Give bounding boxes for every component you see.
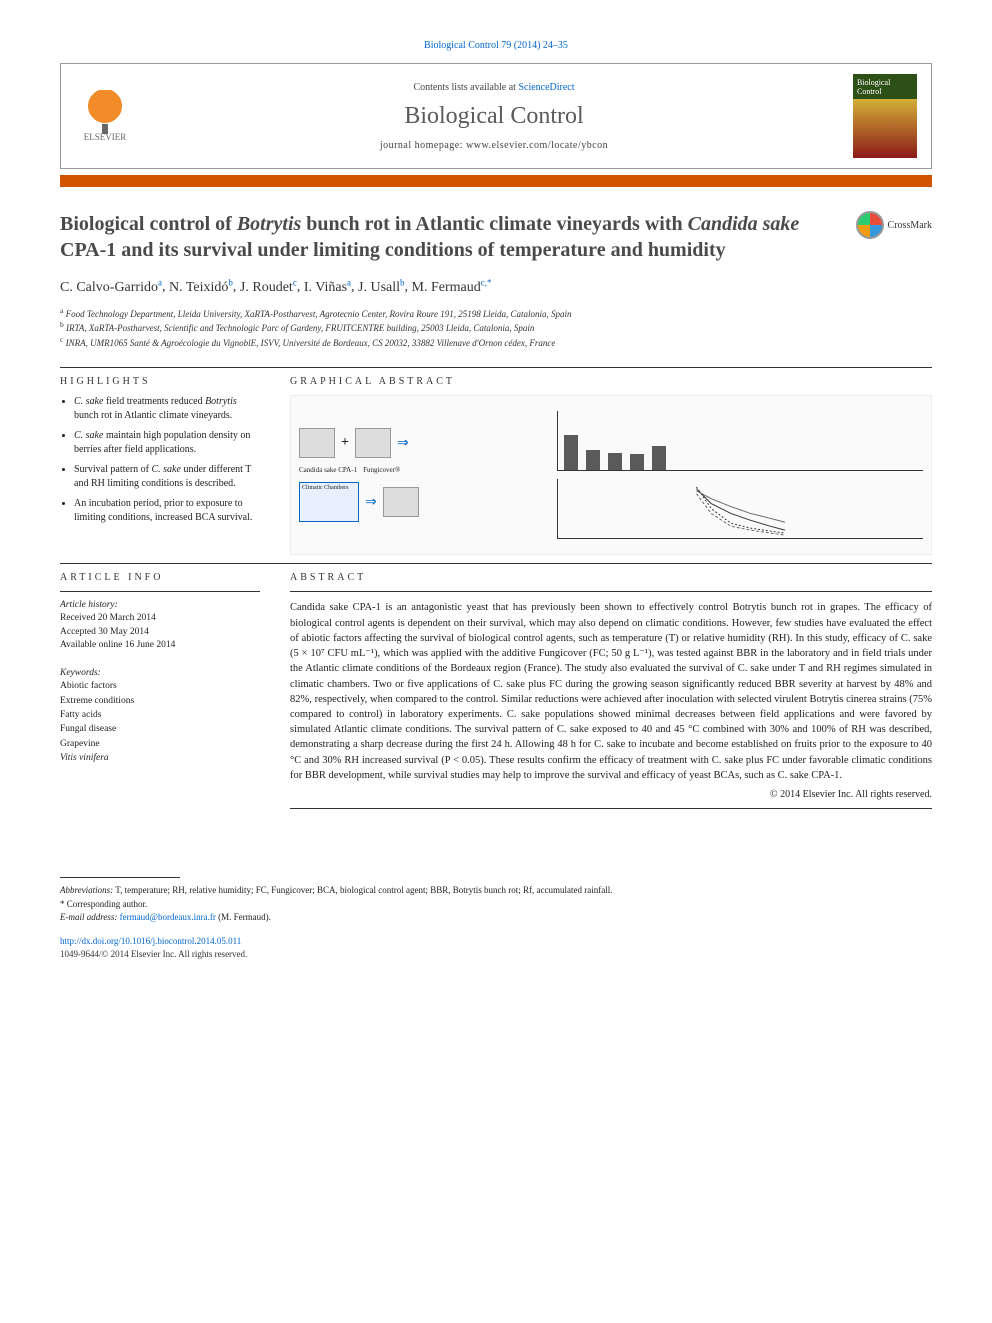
footnote-rule xyxy=(60,877,180,878)
ga-chamber-label: Climatic Chambers xyxy=(302,485,356,491)
ga-flask-image xyxy=(355,428,391,458)
keywords-head: Keywords: xyxy=(60,668,260,678)
highlight-item: C. sake field treatments reduced Botryti… xyxy=(74,395,260,423)
journal-name: Biological Control xyxy=(149,103,839,130)
history-head: Article history: xyxy=(60,600,260,610)
orange-divider-bar xyxy=(60,175,932,187)
ga-grape-image xyxy=(299,428,335,458)
crossmark-label: CrossMark xyxy=(888,220,932,231)
highlight-item: An incubation period, prior to exposure … xyxy=(74,497,260,525)
ga-bar xyxy=(652,446,666,471)
ga-bar xyxy=(608,453,622,471)
received-date: Received 20 March 2014 xyxy=(60,612,260,625)
authors-list: C. Calvo-Garridoa, N. Teixidób, J. Roude… xyxy=(60,277,932,296)
divider xyxy=(290,808,932,809)
email-line: E-mail address: fermaud@bordeaux.inra.fr… xyxy=(60,911,932,925)
author: J. Roudetc xyxy=(240,280,297,295)
elsevier-logo: ELSEVIER xyxy=(75,86,135,146)
highlights-section: HIGHLIGHTS C. sake field treatments redu… xyxy=(60,376,260,525)
contents-prefix: Contents lists available at xyxy=(413,82,518,93)
homepage-prefix: journal homepage: xyxy=(380,140,466,151)
title-italic-1: Botrytis xyxy=(237,213,301,235)
author: C. Calvo-Garridoa xyxy=(60,280,162,295)
article-info-heading: ARTICLE INFO xyxy=(60,572,260,583)
plus-icon: + xyxy=(341,435,349,451)
title-mid: bunch rot in Atlantic climate vineyards … xyxy=(301,213,687,235)
ga-candida-label: Candida sake CPA-1 xyxy=(299,466,357,474)
keywords-block: Keywords: Abiotic factors Extreme conditi… xyxy=(60,668,260,765)
journal-header: ELSEVIER Contents lists available at Sci… xyxy=(60,63,932,169)
divider xyxy=(290,591,932,592)
author: I. Viñasa xyxy=(304,280,351,295)
ga-bar-chart xyxy=(557,411,923,471)
affiliations: a Food Technology Department, Lleida Uni… xyxy=(60,306,932,350)
contents-line: Contents lists available at ScienceDirec… xyxy=(149,82,839,93)
ga-chamber-box: Climatic Chambers xyxy=(299,482,359,522)
abbrev-text: T, temperature; RH, relative humidity; F… xyxy=(113,885,612,895)
divider xyxy=(60,563,932,564)
keyword: Vitis vinifera xyxy=(60,752,260,765)
doi-link[interactable]: http://dx.doi.org/10.1016/j.biocontrol.2… xyxy=(60,935,932,949)
journal-cover-thumbnail xyxy=(853,74,917,158)
keyword: Fatty acids xyxy=(60,709,260,722)
online-date: Available online 16 June 2014 xyxy=(60,639,260,652)
abbrev-label: Abbreviations: xyxy=(60,885,113,895)
crossmark-icon xyxy=(856,211,884,239)
author: M. Fermaudc,* xyxy=(412,280,492,295)
crossmark-badge[interactable]: CrossMark xyxy=(856,211,932,239)
email-author: (M. Fermaud). xyxy=(216,912,271,922)
ga-bar xyxy=(586,450,600,471)
title-post: CPA-1 and its survival under limiting co… xyxy=(60,239,726,261)
graphical-abstract-heading: GRAPHICAL ABSTRACT xyxy=(290,376,932,387)
accepted-date: Accepted 30 May 2014 xyxy=(60,626,260,639)
highlights-heading: HIGHLIGHTS xyxy=(60,376,260,387)
email-link[interactable]: fermaud@bordeaux.inra.fr xyxy=(120,912,216,922)
keyword: Extreme conditions xyxy=(60,695,260,708)
sciencedirect-link[interactable]: ScienceDirect xyxy=(518,82,574,93)
homepage-url[interactable]: www.elsevier.com/locate/ybcon xyxy=(466,140,608,151)
article-title: Biological control of Botrytis bunch rot… xyxy=(60,211,840,263)
abstract-heading: ABSTRACT xyxy=(290,572,932,583)
ga-line-svg xyxy=(558,479,923,538)
divider xyxy=(60,591,260,592)
article-history: Article history: Received 20 March 2014 … xyxy=(60,600,260,652)
email-label: E-mail address: xyxy=(60,912,120,922)
divider xyxy=(60,367,932,368)
issn-line: 1049-9644/© 2014 Elsevier Inc. All right… xyxy=(60,948,932,962)
affiliation: a Food Technology Department, Lleida Uni… xyxy=(60,306,932,321)
author: J. Usallb xyxy=(358,280,405,295)
affiliation: c INRA, UMR1065 Santé & Agroécologie du … xyxy=(60,335,932,350)
citation: Biological Control 79 (2014) 24–35 xyxy=(60,40,932,51)
ga-fruit-image xyxy=(383,487,419,517)
footer: Abbreviations: T, temperature; RH, relat… xyxy=(60,877,932,962)
graphical-abstract: + ⇒ Candida sake CPA-1 Fungicover® Clima… xyxy=(290,395,932,555)
affiliation: b IRTA, XaRTA-Postharvest, Scientific an… xyxy=(60,320,932,335)
ga-fungicover-label: Fungicover® xyxy=(363,466,400,474)
elsevier-tree-icon xyxy=(81,90,129,130)
arrow-icon: ⇒ xyxy=(365,494,377,511)
abstract-text: Candida sake CPA-1 is an antagonistic ye… xyxy=(290,600,932,783)
copyright-line: © 2014 Elsevier Inc. All rights reserved… xyxy=(290,789,932,800)
ga-bar xyxy=(564,435,578,470)
keyword: Grapevine xyxy=(60,738,260,751)
highlight-item: Survival pattern of C. sake under differ… xyxy=(74,463,260,491)
homepage-line: journal homepage: www.elsevier.com/locat… xyxy=(149,140,839,151)
abbreviations-line: Abbreviations: T, temperature; RH, relat… xyxy=(60,884,932,898)
corresponding-author: * Corresponding author. xyxy=(60,898,932,912)
keyword: Fungal disease xyxy=(60,723,260,736)
keyword: Abiotic factors xyxy=(60,680,260,693)
ga-bar xyxy=(630,454,644,471)
title-text: Biological control of xyxy=(60,213,237,235)
ga-line-chart xyxy=(557,479,923,539)
highlight-item: C. sake maintain high population density… xyxy=(74,429,260,457)
arrow-icon: ⇒ xyxy=(397,435,409,452)
title-italic-2: Candida sake xyxy=(688,213,800,235)
author: N. Teixidób xyxy=(169,280,233,295)
